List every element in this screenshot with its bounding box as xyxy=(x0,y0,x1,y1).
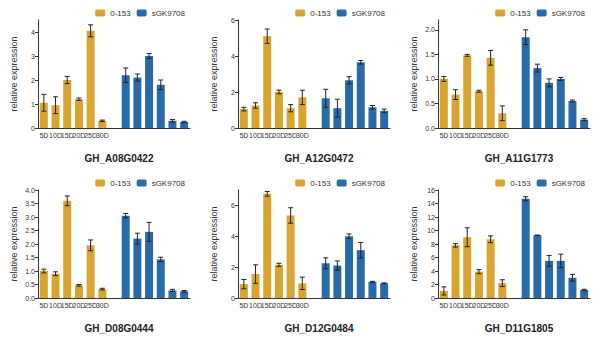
svg-text:0: 0 xyxy=(231,125,235,132)
svg-text:0: 0 xyxy=(231,295,235,302)
svg-text:GH_A12G0472: GH_A12G0472 xyxy=(285,153,354,164)
html-text:10D 15D 20D 25D: 10D 15D 20D 25D xyxy=(49,132,97,139)
svg-text:relative expression: relative expression xyxy=(209,206,219,281)
svg-text:relative expression: relative expression xyxy=(209,36,219,111)
svg-text:5D: 5D xyxy=(439,132,448,139)
svg-text:GH_D08G0444: GH_D08G0444 xyxy=(85,323,154,334)
svg-text:30D: 30D xyxy=(296,132,309,139)
svg-text:14: 14 xyxy=(427,200,435,207)
svg-text:4: 4 xyxy=(231,233,235,240)
svg-text:16: 16 xyxy=(427,187,435,194)
svg-text:30D: 30D xyxy=(296,302,309,309)
svg-text:3.0: 3.0 xyxy=(25,214,35,221)
svg-text:0.5: 0.5 xyxy=(25,281,35,288)
svg-text:8: 8 xyxy=(431,241,435,248)
svg-text:2.0: 2.0 xyxy=(25,241,35,248)
svg-text:sGK9708: sGK9708 xyxy=(152,9,186,18)
svg-text:0.5: 0.5 xyxy=(425,100,435,107)
svg-text:sGK9708: sGK9708 xyxy=(552,9,586,18)
svg-text:sGK9708: sGK9708 xyxy=(152,179,186,188)
svg-text:5D: 5D xyxy=(39,302,48,309)
svg-text:GH_D11G1805: GH_D11G1805 xyxy=(485,323,554,334)
svg-text:0-153: 0-153 xyxy=(510,9,531,18)
html-text:10D 15D 20D 25D: 10D 15D 20D 25D xyxy=(449,132,497,139)
svg-text:relative expression: relative expression xyxy=(409,206,419,281)
html-text:10D 15D 20D 25D: 10D 15D 20D 25D xyxy=(49,302,97,309)
svg-text:0.0: 0.0 xyxy=(425,125,435,132)
html-text:10D 15D 20D 25D: 10D 15D 20D 25D xyxy=(449,302,497,309)
svg-text:0: 0 xyxy=(31,125,35,132)
svg-text:1.0: 1.0 xyxy=(425,75,435,82)
svg-text:sGK9708: sGK9708 xyxy=(352,9,386,18)
svg-text:12: 12 xyxy=(427,214,435,221)
svg-text:sGK9708: sGK9708 xyxy=(352,179,386,188)
svg-text:1.0: 1.0 xyxy=(25,268,35,275)
svg-text:sGK9708: sGK9708 xyxy=(552,179,586,188)
svg-text:2.5: 2.5 xyxy=(25,227,35,234)
svg-text:30D: 30D xyxy=(496,132,509,139)
svg-text:6: 6 xyxy=(231,17,235,24)
svg-text:5D: 5D xyxy=(239,302,248,309)
svg-text:2: 2 xyxy=(231,89,235,96)
svg-text:5D: 5D xyxy=(439,302,448,309)
svg-text:GH_D12G0484: GH_D12G0484 xyxy=(285,323,354,334)
svg-text:0-153: 0-153 xyxy=(310,9,331,18)
html-text:10D 15D 20D 25D: 10D 15D 20D 25D xyxy=(249,302,297,309)
svg-text:4: 4 xyxy=(231,53,235,60)
svg-text:6: 6 xyxy=(431,254,435,261)
svg-text:4.0: 4.0 xyxy=(25,187,35,194)
svg-text:0: 0 xyxy=(431,295,435,302)
svg-text:4: 4 xyxy=(31,29,35,36)
svg-text:GH_A11G1773: GH_A11G1773 xyxy=(485,153,554,164)
svg-text:relative expression: relative expression xyxy=(409,36,419,111)
svg-text:relative expression: relative expression xyxy=(9,206,19,281)
svg-text:0-153: 0-153 xyxy=(310,179,331,188)
html-text:10D 15D 20D 25D: 10D 15D 20D 25D xyxy=(249,132,297,139)
svg-text:1.5: 1.5 xyxy=(425,51,435,58)
svg-text:30D: 30D xyxy=(96,302,109,309)
svg-text:6: 6 xyxy=(231,202,235,209)
svg-text:2.0: 2.0 xyxy=(425,26,435,33)
svg-text:3: 3 xyxy=(31,53,35,60)
svg-text:2: 2 xyxy=(431,281,435,288)
svg-text:0-153: 0-153 xyxy=(110,9,131,18)
svg-text:2: 2 xyxy=(31,77,35,84)
svg-text:3.5: 3.5 xyxy=(25,200,35,207)
svg-text:0-153: 0-153 xyxy=(110,179,131,188)
svg-text:relative expression: relative expression xyxy=(9,36,19,111)
svg-text:30D: 30D xyxy=(96,132,109,139)
svg-text:30D: 30D xyxy=(496,302,509,309)
svg-text:GH_A08G0422: GH_A08G0422 xyxy=(85,153,154,164)
svg-text:4: 4 xyxy=(431,268,435,275)
svg-text:0-153: 0-153 xyxy=(510,179,531,188)
svg-text:10: 10 xyxy=(427,227,435,234)
svg-text:1.5: 1.5 xyxy=(25,254,35,261)
svg-text:1: 1 xyxy=(31,101,35,108)
svg-text:0.0: 0.0 xyxy=(25,295,35,302)
svg-text:2: 2 xyxy=(231,264,235,271)
svg-text:5D: 5D xyxy=(39,132,48,139)
svg-text:5D: 5D xyxy=(239,132,248,139)
